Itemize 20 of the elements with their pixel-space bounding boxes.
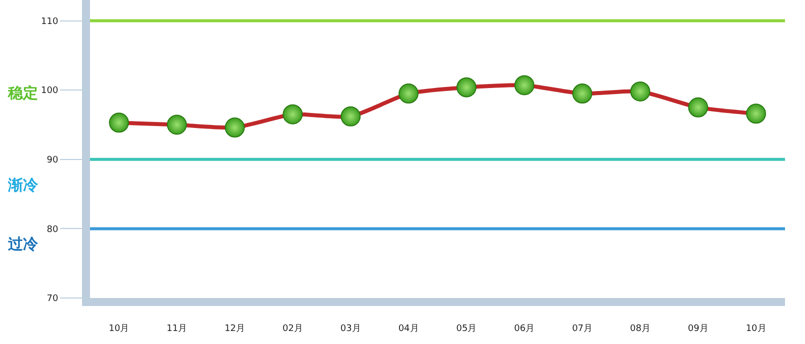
x-tick-label: 05月 [456, 324, 477, 334]
text: 稳定 [7, 84, 38, 102]
y-tick-label: 110 [41, 16, 58, 27]
y-tick-label: 70 [46, 294, 58, 304]
x-tick-label: 10月 [746, 324, 766, 334]
text: 过冷 [7, 235, 39, 253]
x-tick-label: 10月 [108, 324, 130, 334]
x-tick-label: 12月 [224, 324, 246, 334]
x-tick-label: 07月 [572, 324, 593, 334]
x-tick-label: 06月 [514, 324, 535, 334]
x-tick-label: 02月 [282, 324, 303, 334]
y-tick-label: 80 [46, 224, 58, 235]
x-tick-label: 11月 [166, 324, 188, 334]
x-tick-label: 04月 [398, 324, 419, 334]
y-tick-label: 90 [46, 156, 58, 166]
x-tick-label: 03月 [340, 324, 361, 334]
x-tick-label: 09月 [688, 324, 708, 334]
text: 渐冷 [7, 176, 39, 194]
x-tick-label: 08月 [630, 324, 650, 334]
y-tick-label: 100 [41, 86, 58, 96]
